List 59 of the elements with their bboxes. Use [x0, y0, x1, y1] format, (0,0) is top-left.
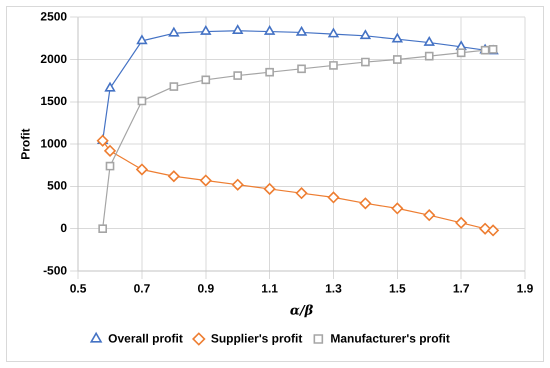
point [232, 178, 244, 191]
point [265, 68, 274, 77]
y-tick-label: 500 [47, 178, 68, 193]
point [392, 55, 402, 64]
legend-label: Manufacturer's profit [330, 331, 450, 346]
point [392, 33, 402, 42]
point [360, 198, 372, 210]
point [296, 26, 307, 36]
x-tick-label: 1.5 [388, 282, 406, 296]
x-tick-label: 1.7 [452, 282, 470, 296]
point [455, 216, 467, 229]
y-tick-label: 2500 [40, 10, 68, 24]
point [456, 48, 466, 58]
legend-label: Overall profit [108, 331, 183, 346]
point [104, 82, 116, 92]
point [328, 28, 339, 38]
point [168, 27, 179, 37]
x-axis-title: α/β [290, 304, 314, 319]
legend-label: Supplier's profit [210, 331, 302, 346]
point [136, 164, 148, 176]
point [232, 24, 243, 34]
y-axis-title: Profit [18, 128, 33, 160]
y-tick-label: 1500 [40, 94, 68, 108]
x-tick-label: 1.1 [261, 282, 278, 296]
point [296, 187, 308, 199]
point [136, 35, 148, 44]
point [329, 61, 338, 70]
point [106, 162, 114, 170]
point [138, 96, 146, 106]
y-tick-label: -500 [43, 263, 68, 278]
x-tick-label: 0.7 [134, 282, 151, 296]
point [479, 222, 491, 234]
x-tick-label: 1.3 [325, 282, 342, 296]
x-tick-label: 0.9 [197, 282, 214, 296]
point [200, 26, 211, 35]
point [233, 71, 242, 80]
point [360, 30, 371, 40]
point [297, 64, 306, 74]
point [423, 209, 436, 221]
point [487, 224, 499, 236]
point [424, 52, 434, 60]
point [104, 145, 116, 157]
point [96, 134, 108, 147]
point [328, 192, 340, 204]
point [170, 82, 178, 91]
point [392, 202, 404, 214]
y-tick-label: 2000 [40, 52, 68, 66]
x-tick-label: 1.9 [516, 282, 534, 296]
y-tick-label: 1000 [40, 136, 68, 150]
point [424, 36, 434, 46]
x-tick-label: 0.5 [70, 282, 87, 296]
point [264, 183, 276, 195]
point [361, 58, 370, 66]
point [200, 174, 212, 186]
y-tick-label: 0 [60, 221, 68, 236]
point [98, 224, 108, 234]
point [264, 26, 275, 35]
point [201, 75, 210, 84]
point [168, 170, 180, 182]
